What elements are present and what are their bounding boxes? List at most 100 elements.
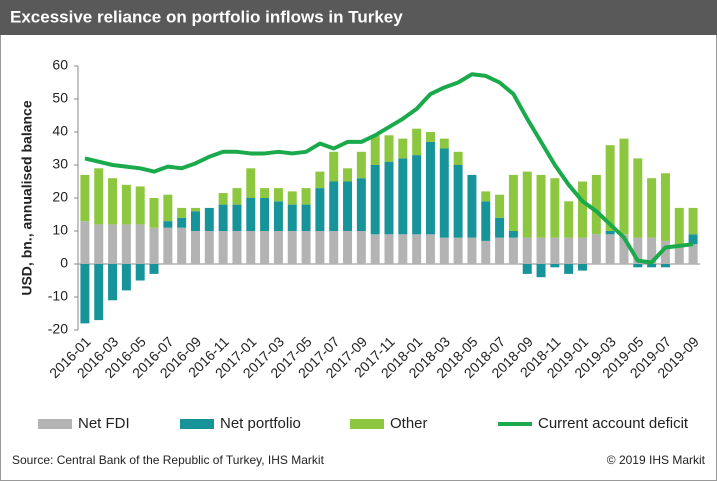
y-tick-label: 20 xyxy=(52,189,68,205)
bar xyxy=(121,264,131,291)
bar xyxy=(647,178,657,238)
bar xyxy=(425,234,435,264)
bar xyxy=(149,198,159,228)
bar xyxy=(674,244,684,264)
bar xyxy=(204,231,214,264)
bar xyxy=(425,141,435,235)
bar xyxy=(550,178,560,238)
bar xyxy=(329,151,339,182)
bar xyxy=(412,155,422,235)
bar xyxy=(508,231,518,238)
bar xyxy=(591,234,601,264)
bar xyxy=(398,234,408,264)
bar xyxy=(481,201,491,241)
bar xyxy=(343,168,353,182)
bar xyxy=(439,138,449,149)
legend-swatch xyxy=(38,419,72,429)
bar xyxy=(190,231,200,264)
bar xyxy=(135,264,145,281)
bar xyxy=(522,264,532,274)
bar xyxy=(536,174,546,238)
bar xyxy=(190,211,200,231)
bar xyxy=(370,165,380,235)
bar xyxy=(550,264,560,268)
bar xyxy=(453,237,463,264)
bar xyxy=(315,231,325,264)
legend-label: Net portfolio xyxy=(220,415,301,432)
bar xyxy=(149,227,159,264)
bar xyxy=(398,138,408,159)
bar xyxy=(439,237,449,264)
bar xyxy=(218,193,228,205)
bar xyxy=(384,234,394,264)
bar xyxy=(343,231,353,264)
bar xyxy=(356,178,366,231)
bar xyxy=(605,145,615,231)
bar xyxy=(619,138,629,235)
bar xyxy=(163,227,173,264)
bar xyxy=(356,151,366,179)
copyright: © 2019 IHS Markit xyxy=(607,453,706,467)
bar xyxy=(315,171,325,189)
bar xyxy=(260,198,270,231)
bar xyxy=(301,188,311,205)
bar xyxy=(177,207,187,218)
bar xyxy=(246,198,256,231)
bar xyxy=(260,231,270,264)
bar xyxy=(108,178,118,225)
bar xyxy=(135,186,145,225)
bar xyxy=(80,264,90,324)
bar xyxy=(190,207,200,212)
bar xyxy=(260,188,270,198)
bar xyxy=(135,224,145,264)
bar xyxy=(633,264,643,268)
bar xyxy=(80,174,90,222)
bar xyxy=(688,244,698,264)
bar xyxy=(633,237,643,264)
bar xyxy=(605,234,615,264)
bar xyxy=(564,264,574,274)
bar xyxy=(218,231,228,264)
bar xyxy=(550,237,560,264)
bar xyxy=(439,148,449,238)
bar xyxy=(619,234,629,264)
legend-label: Other xyxy=(390,415,428,432)
bar xyxy=(246,231,256,264)
bar xyxy=(315,188,325,231)
bar xyxy=(356,231,366,264)
bar xyxy=(246,168,256,198)
bar xyxy=(647,264,657,268)
bar xyxy=(508,237,518,264)
y-tick-label: 30 xyxy=(52,156,68,172)
bar xyxy=(94,224,104,264)
bar xyxy=(412,234,422,264)
bar xyxy=(163,221,173,228)
y-tick-label: 50 xyxy=(52,90,68,106)
y-tick-label: 60 xyxy=(52,57,68,73)
legend-label: Current account deficit xyxy=(538,415,689,432)
y-axis-label: USD, bn., annualised balance xyxy=(19,100,35,295)
bar xyxy=(177,227,187,264)
bar xyxy=(536,237,546,264)
bar xyxy=(495,217,505,238)
bar xyxy=(591,174,601,235)
bar xyxy=(481,191,491,202)
bar xyxy=(121,184,131,225)
y-tick-label: -10 xyxy=(48,288,68,304)
bar xyxy=(301,204,311,231)
bar xyxy=(108,224,118,264)
bar xyxy=(495,194,505,218)
bar xyxy=(660,240,670,264)
bar xyxy=(273,231,283,264)
bar xyxy=(273,188,283,202)
bar xyxy=(578,237,588,264)
bar xyxy=(398,158,408,235)
bar xyxy=(508,174,518,231)
bar xyxy=(121,224,131,264)
bar xyxy=(674,207,684,245)
y-tick-label: 0 xyxy=(60,255,68,271)
bar xyxy=(384,161,394,235)
bar xyxy=(329,181,339,231)
bar xyxy=(578,264,588,271)
